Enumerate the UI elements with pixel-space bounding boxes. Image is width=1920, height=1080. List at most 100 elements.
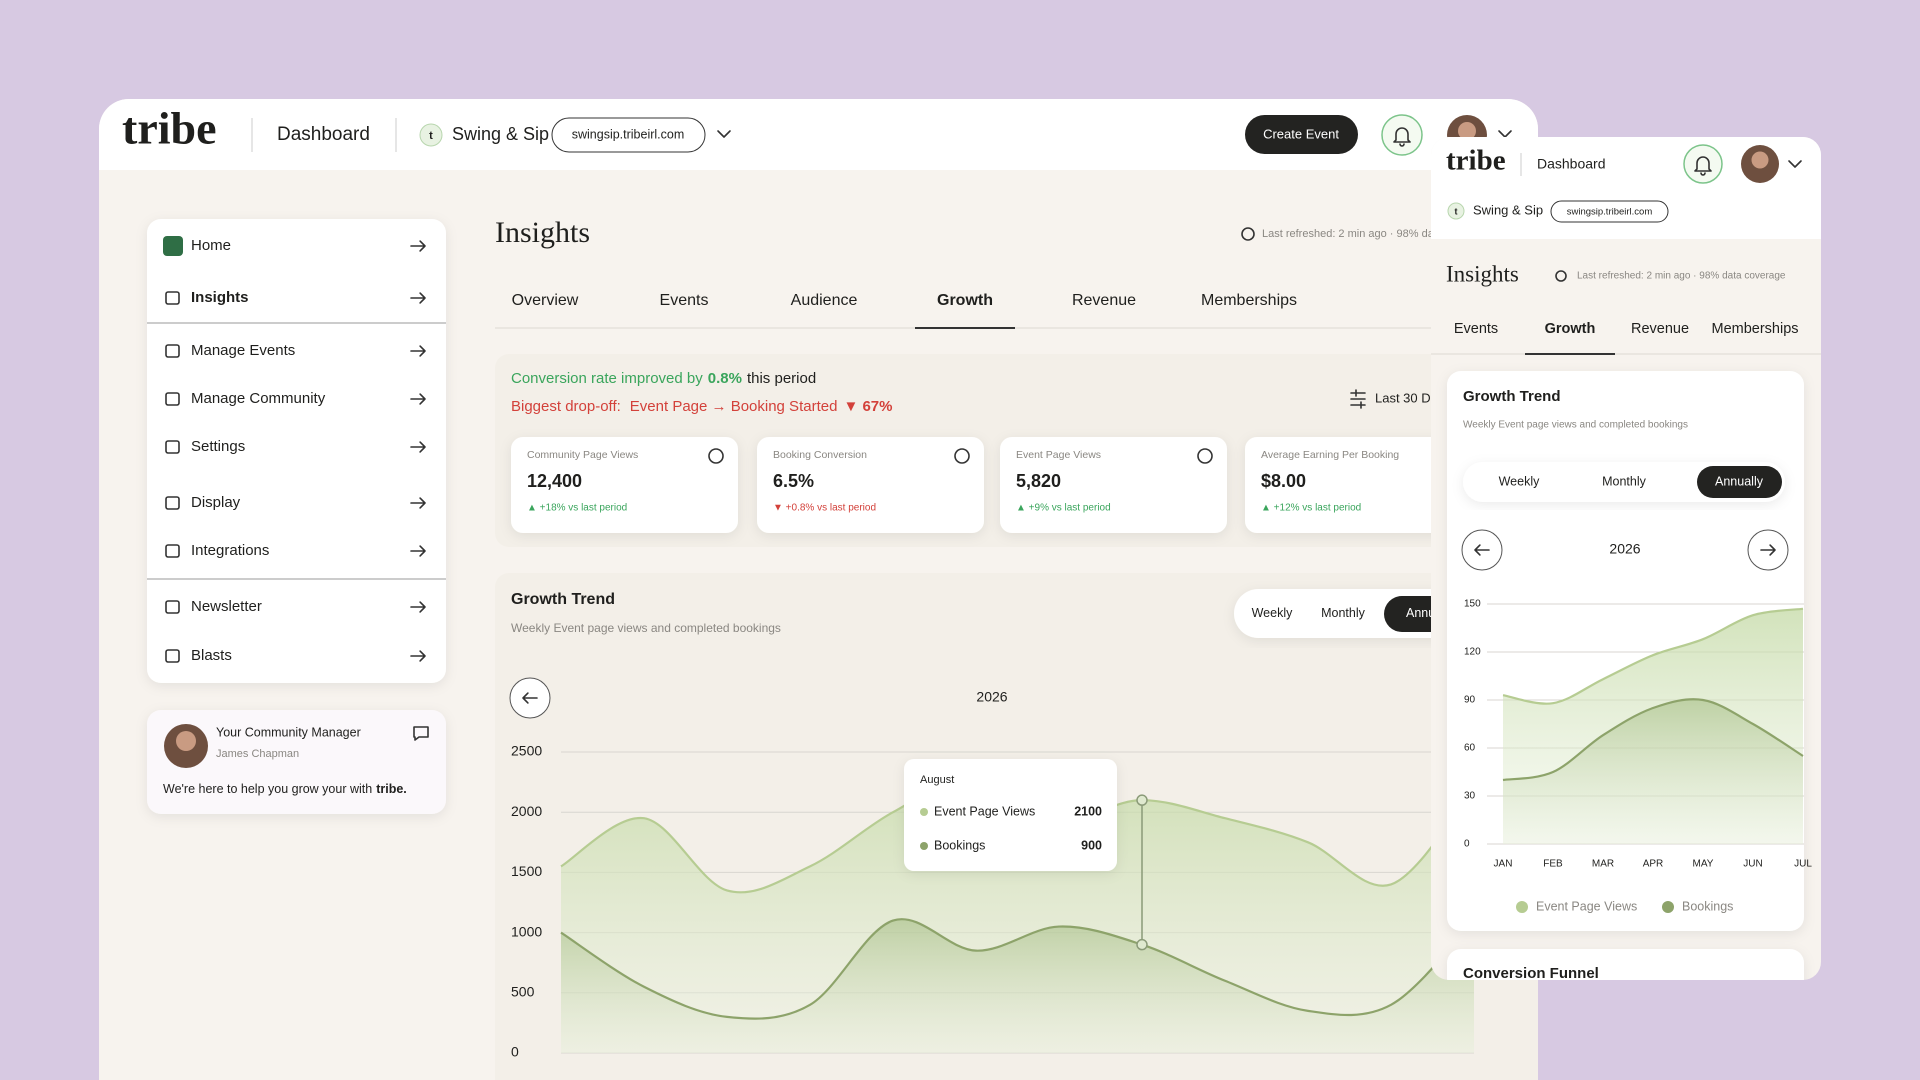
- chevron[interactable]: [717, 130, 731, 138]
- tab[interactable]: Growth: [937, 292, 993, 309]
- period-option[interactable]: Weekly: [1499, 474, 1541, 488]
- message-brand: tribe.: [376, 782, 407, 796]
- x-tick-label: JUL: [1794, 859, 1812, 870]
- url-pill[interactable]: [551, 117, 706, 153]
- chat-icon[interactable]: [413, 726, 429, 741]
- item-icon: [165, 344, 180, 358]
- legend-dot: [1662, 901, 1674, 913]
- y-tick-label: 0: [511, 1044, 519, 1060]
- period-option[interactable]: Annually: [1715, 474, 1764, 488]
- kpi-label: Community Page Views: [527, 449, 638, 461]
- sidebar-item[interactable]: Blasts: [165, 647, 426, 664]
- manager-face: [176, 731, 196, 751]
- logo[interactable]: tribe: [1446, 145, 1506, 177]
- sidebar-item[interactable]: Manage Community: [165, 390, 426, 407]
- manager-title: Your Community Manager: [216, 725, 361, 739]
- manager-name: James Chapman: [216, 748, 299, 760]
- logo[interactable]: tribe: [122, 103, 217, 154]
- period-option[interactable]: Monthly: [1321, 606, 1366, 620]
- chart-subtitle: Weekly Event page views and completed bo…: [511, 621, 781, 635]
- kpi-change: ▲ +18% vs last period: [527, 503, 627, 514]
- sidebar-item[interactable]: Integrations: [165, 542, 426, 559]
- tab[interactable]: Growth: [1545, 321, 1596, 337]
- y-tick-label: 30: [1464, 791, 1476, 802]
- community-name[interactable]: Swing & Sip: [452, 124, 549, 144]
- legend-label: Bookings: [1682, 899, 1733, 913]
- chevron[interactable]: [1788, 160, 1802, 168]
- community-initial: t: [429, 130, 433, 142]
- url-pill[interactable]: [1550, 200, 1669, 223]
- tab[interactable]: Revenue: [1072, 292, 1136, 309]
- bell-icon: [1393, 127, 1411, 147]
- clock-icon: [1555, 270, 1567, 282]
- tab[interactable]: Events: [1454, 321, 1498, 337]
- community-url: swingsip.tribeirl.com: [572, 127, 685, 141]
- sidebar-item[interactable]: Home: [163, 236, 426, 256]
- community-name[interactable]: Swing & Sip: [1473, 202, 1543, 217]
- info-icon[interactable]: [1197, 448, 1213, 464]
- manager-message: We're here to help you grow your with tri…: [163, 782, 407, 796]
- sidebar-item[interactable]: Insights: [165, 289, 426, 306]
- sidebar-item[interactable]: Manage Events: [165, 342, 426, 359]
- kpi-change: ▲ +9% vs last period: [1016, 503, 1111, 514]
- tooltip-series: Bookings: [934, 838, 985, 852]
- tab[interactable]: Memberships: [1201, 292, 1297, 309]
- tabs: Overview Events Audience Growth Revenue Membe…: [512, 292, 1297, 329]
- x-tick-label: MAY: [1693, 859, 1714, 870]
- improved-value: 0.8%: [708, 370, 742, 387]
- tab[interactable]: Events: [660, 292, 709, 309]
- sidebar-item[interactable]: Settings: [165, 438, 426, 455]
- info-icon[interactable]: [954, 448, 970, 464]
- bell-icon: [1694, 156, 1712, 176]
- kpi-change: ▲ +12% vs last period: [1261, 503, 1361, 514]
- kpis: Community Page Views 12,400 ▲ +18% vs last…: [511, 437, 1472, 533]
- kpi-card: Community Page Views 12,400 ▲ +18% vs last…: [511, 437, 738, 533]
- bell-button[interactable]: [1683, 144, 1723, 184]
- tooltip-value: 2100: [1074, 804, 1102, 818]
- kpi-box: [757, 437, 984, 533]
- kpi-value: 6.5%: [773, 471, 814, 491]
- community-initial: t: [1455, 206, 1458, 216]
- tab[interactable]: Audience: [791, 292, 858, 309]
- sidebar-item[interactable]: Display: [165, 494, 426, 511]
- improved-prefix: Conversion rate improved by: [511, 370, 703, 387]
- item-icon: [165, 392, 180, 406]
- bell-button[interactable]: [1381, 114, 1423, 156]
- tabs: Events Growth Revenue Memberships: [1454, 321, 1799, 355]
- chart-title: Growth Trend: [511, 591, 615, 608]
- improved-suffix: this period: [747, 370, 816, 387]
- main-window: tribe Dashboard t Swing & Sip swingsip.t…: [99, 99, 1538, 1080]
- growth-chart: Growth Trend Weekly Event page views and …: [1461, 388, 1812, 913]
- period-option[interactable]: Weekly: [1252, 606, 1294, 620]
- filter-icon[interactable]: [1350, 389, 1366, 409]
- sidebar-label: Newsletter: [191, 598, 262, 615]
- kpi-box: [511, 437, 738, 533]
- clock-icon: [1241, 227, 1255, 241]
- item-icon: [165, 291, 180, 305]
- tab[interactable]: Memberships: [1711, 321, 1798, 337]
- y-tick-label: 120: [1464, 647, 1481, 658]
- funnel-card: [1447, 949, 1804, 980]
- period-option[interactable]: Monthly: [1602, 474, 1647, 488]
- y-tick-label: 2000: [511, 803, 542, 819]
- info-icon[interactable]: [708, 448, 724, 464]
- y-tick-label: 0: [1464, 839, 1470, 850]
- item-icon: [165, 649, 180, 663]
- item-icon: [165, 440, 180, 454]
- item-icon: [165, 496, 180, 510]
- community-url: swingsip.tribeirl.com: [1567, 207, 1653, 218]
- create-button[interactable]: [1245, 115, 1358, 154]
- sidebar-items: Home Insights Manage Events Manage Communit…: [163, 236, 426, 664]
- sidebar-item[interactable]: Newsletter: [165, 598, 426, 615]
- arrow-icon: [410, 601, 426, 613]
- funnel-title: Conversion Funnel: [1463, 965, 1599, 982]
- tab[interactable]: Revenue: [1631, 321, 1689, 337]
- tab[interactable]: Overview: [512, 292, 579, 309]
- arrow-icon: [410, 393, 426, 405]
- area-line: [560, 918, 1475, 1020]
- sidebar: [147, 219, 446, 683]
- active-period[interactable]: [1697, 466, 1782, 498]
- year-label: 2026: [976, 689, 1007, 705]
- sidebar-label: Manage Events: [191, 342, 295, 359]
